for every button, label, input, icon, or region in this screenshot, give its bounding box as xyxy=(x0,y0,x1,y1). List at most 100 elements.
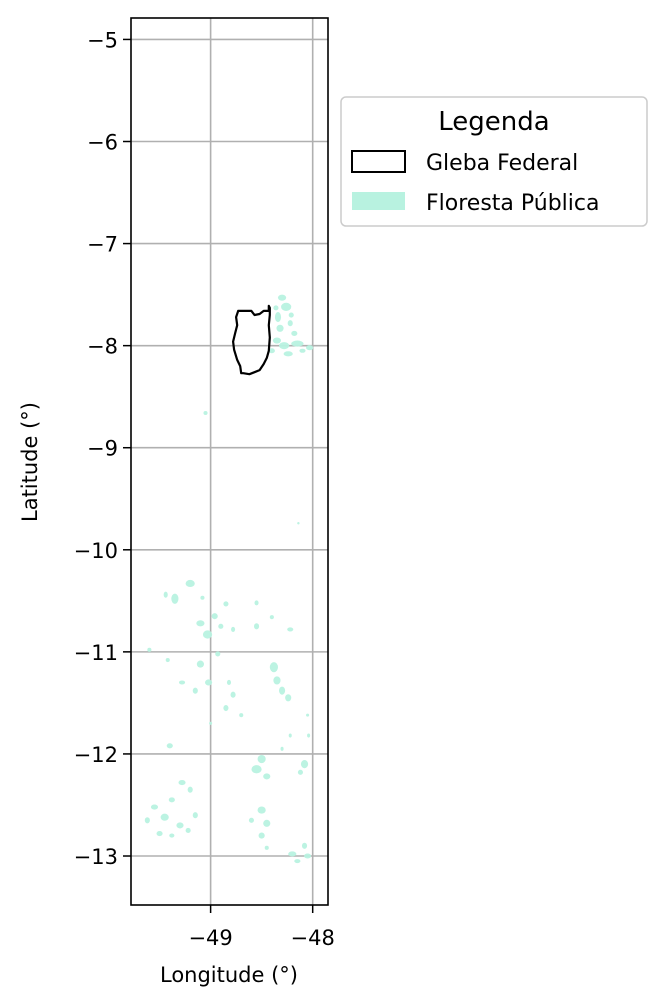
floresta-publica-patch xyxy=(200,595,205,600)
floresta-publica-patch xyxy=(178,680,186,685)
y-axis-label: Latitude (°) xyxy=(18,402,42,522)
floresta-publica-patch xyxy=(144,817,150,824)
floresta-publica-patch xyxy=(230,691,236,698)
floresta-publica-patch xyxy=(160,813,169,821)
floresta-publica-patch xyxy=(281,302,292,311)
y-axis-ticks: −5 −6 −7 −8 −9 −10 −11 −12 −13 xyxy=(74,28,131,869)
floresta-publica-patch xyxy=(150,804,159,810)
floresta-publica-patch xyxy=(285,694,292,702)
floresta-publica-patch xyxy=(211,613,218,620)
floresta-publica-patch xyxy=(287,320,293,327)
y-tick-label: −5 xyxy=(87,28,118,52)
legend-floresta-label: Floresta Pública xyxy=(426,191,599,216)
floresta-publica-patch xyxy=(215,651,221,657)
floresta-publica-patch xyxy=(202,630,213,639)
floresta-publica-patch xyxy=(203,410,208,416)
floresta-publica-layer xyxy=(144,294,314,864)
x-axis-label: Longitude (°) xyxy=(160,963,298,987)
y-tick-label: −12 xyxy=(74,743,118,767)
gleba-federal-polygon xyxy=(232,304,271,376)
floresta-publica-patch xyxy=(304,853,312,859)
floresta-publica-patch xyxy=(196,660,204,668)
legend: Legenda Gleba Federal Floresta Pública xyxy=(340,96,648,227)
floresta-publica-patch xyxy=(257,806,266,814)
floresta-publica-patch xyxy=(178,779,186,786)
floresta-publica-patch xyxy=(166,743,173,749)
floresta-publica-patch xyxy=(165,657,170,663)
x-tick-label: −48 xyxy=(291,926,335,950)
floresta-publica-patch xyxy=(251,765,262,774)
floresta-publica-patch xyxy=(280,746,284,751)
floresta-publica-patch xyxy=(248,817,254,823)
x-tick-label: −49 xyxy=(188,926,232,950)
legend-gleba-label: Gleba Federal xyxy=(426,151,578,176)
floresta-publica-patch xyxy=(168,797,175,803)
floresta-publica-patch xyxy=(273,305,279,311)
floresta-publica-patch xyxy=(300,760,309,769)
gleba-federal-layer xyxy=(232,304,271,376)
floresta-publica-patch xyxy=(297,769,303,775)
floresta-publica-patch xyxy=(163,591,168,598)
floresta-publica-patch xyxy=(185,827,191,834)
floresta-publica-patch xyxy=(209,721,213,725)
floresta-publica-patch xyxy=(283,351,293,357)
floresta-publica-patch xyxy=(205,679,213,686)
floresta-publica-patch xyxy=(192,812,198,819)
legend-box xyxy=(340,96,648,227)
floresta-publica-patch xyxy=(257,754,266,764)
floresta-publica-patch xyxy=(147,647,152,652)
floresta-publica-patch xyxy=(276,324,284,332)
floresta-publica-patch xyxy=(291,340,304,347)
floresta-publica-patch xyxy=(264,845,269,850)
floresta-publica-patch xyxy=(196,620,205,627)
floresta-publica-patch xyxy=(288,312,294,318)
floresta-publica-patch xyxy=(299,348,306,353)
floresta-publica-patch xyxy=(306,713,310,717)
floresta-publica-patch xyxy=(306,345,314,351)
y-tick-label: −11 xyxy=(74,641,118,665)
legend-floresta-swatch xyxy=(352,192,405,210)
plot-area-frame xyxy=(130,17,329,906)
floresta-publica-patch xyxy=(287,627,294,632)
floresta-publica-patch xyxy=(307,733,311,738)
floresta-publica-patch xyxy=(288,733,292,738)
floresta-publica-patch xyxy=(297,522,300,525)
floresta-publica-patch xyxy=(156,830,163,837)
floresta-publica-patch xyxy=(263,819,271,827)
floresta-publica-patch xyxy=(254,600,259,606)
floresta-publica-patch xyxy=(279,686,286,695)
floresta-publica-patch xyxy=(272,337,282,344)
y-tick-label: −10 xyxy=(74,539,118,563)
y-tick-label: −7 xyxy=(87,233,118,257)
y-tick-label: −9 xyxy=(87,437,118,461)
floresta-publica-patch xyxy=(223,601,229,607)
floresta-publica-patch xyxy=(268,348,275,354)
floresta-publica-patch xyxy=(301,842,308,849)
floresta-publica-patch xyxy=(239,713,244,718)
floresta-publica-patch xyxy=(291,330,298,336)
y-tick-label: −8 xyxy=(87,335,118,359)
floresta-publica-patch xyxy=(231,626,236,632)
floresta-publica-patch xyxy=(263,773,271,780)
floresta-publica-patch xyxy=(171,593,179,604)
floresta-publica-patch xyxy=(258,832,265,839)
floresta-publica-patch xyxy=(187,786,193,793)
floresta-publica-patch xyxy=(277,294,287,301)
y-tick-label: −6 xyxy=(87,131,118,155)
floresta-publica-patch xyxy=(273,676,281,685)
floresta-publica-patch xyxy=(274,311,282,323)
floresta-publica-patch xyxy=(192,687,198,694)
floresta-publica-patch xyxy=(279,342,290,350)
y-tick-label: −13 xyxy=(74,845,118,869)
floresta-publica-patch xyxy=(169,833,175,838)
legend-title: Legenda xyxy=(438,107,549,137)
floresta-publica-patch xyxy=(269,615,274,620)
x-axis-ticks: −49 −48 xyxy=(188,905,335,950)
floresta-publica-patch xyxy=(253,623,260,630)
grid-lines xyxy=(131,18,328,905)
floresta-publica-patch xyxy=(294,859,301,864)
legend-gleba-swatch xyxy=(351,150,406,173)
floresta-publica-patch xyxy=(218,623,224,629)
floresta-publica-patch xyxy=(288,851,297,857)
